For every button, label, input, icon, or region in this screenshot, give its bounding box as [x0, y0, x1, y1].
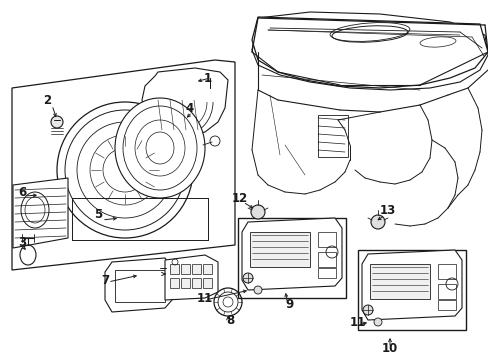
Ellipse shape [253, 286, 262, 294]
Bar [437, 264, 455, 279]
Text: 11: 11 [197, 292, 213, 305]
Bar [437, 284, 455, 299]
Ellipse shape [57, 102, 193, 238]
Bar [317, 252, 335, 267]
Bar [192, 278, 201, 288]
Bar [317, 115, 347, 157]
Ellipse shape [209, 136, 220, 146]
Bar [181, 278, 190, 288]
Text: 12: 12 [231, 192, 247, 204]
Text: 7: 7 [101, 274, 109, 287]
Polygon shape [164, 255, 218, 300]
Text: 1: 1 [203, 72, 212, 85]
Bar [170, 264, 179, 274]
Text: 10: 10 [381, 342, 397, 355]
Ellipse shape [243, 273, 252, 283]
Bar [203, 264, 212, 274]
Bar [317, 268, 335, 278]
Ellipse shape [214, 288, 242, 316]
Ellipse shape [362, 305, 372, 315]
Bar [203, 278, 212, 288]
Polygon shape [142, 68, 227, 136]
Polygon shape [13, 178, 68, 248]
Text: 9: 9 [285, 298, 293, 311]
Text: 8: 8 [225, 314, 234, 327]
Ellipse shape [51, 116, 63, 128]
Polygon shape [105, 258, 172, 312]
Bar [115, 270, 164, 302]
Polygon shape [361, 250, 461, 320]
Bar [437, 300, 455, 310]
Polygon shape [12, 60, 235, 270]
Bar [181, 264, 190, 274]
Text: 13: 13 [379, 203, 395, 216]
Polygon shape [251, 17, 487, 88]
Ellipse shape [250, 205, 264, 219]
Bar [357, 250, 465, 330]
Bar [249, 232, 309, 267]
Polygon shape [242, 218, 341, 290]
Bar [238, 218, 346, 298]
Text: 2: 2 [43, 94, 51, 108]
Text: 5: 5 [94, 208, 102, 221]
Ellipse shape [115, 98, 204, 198]
Bar [192, 264, 201, 274]
Ellipse shape [373, 318, 381, 326]
Bar [170, 278, 179, 288]
Polygon shape [251, 12, 487, 90]
Text: 11: 11 [349, 315, 366, 328]
Text: 3: 3 [18, 235, 26, 248]
Text: 4: 4 [185, 102, 194, 114]
Bar [317, 232, 335, 247]
Bar [369, 264, 429, 299]
Ellipse shape [370, 215, 384, 229]
Text: 6: 6 [18, 185, 26, 198]
